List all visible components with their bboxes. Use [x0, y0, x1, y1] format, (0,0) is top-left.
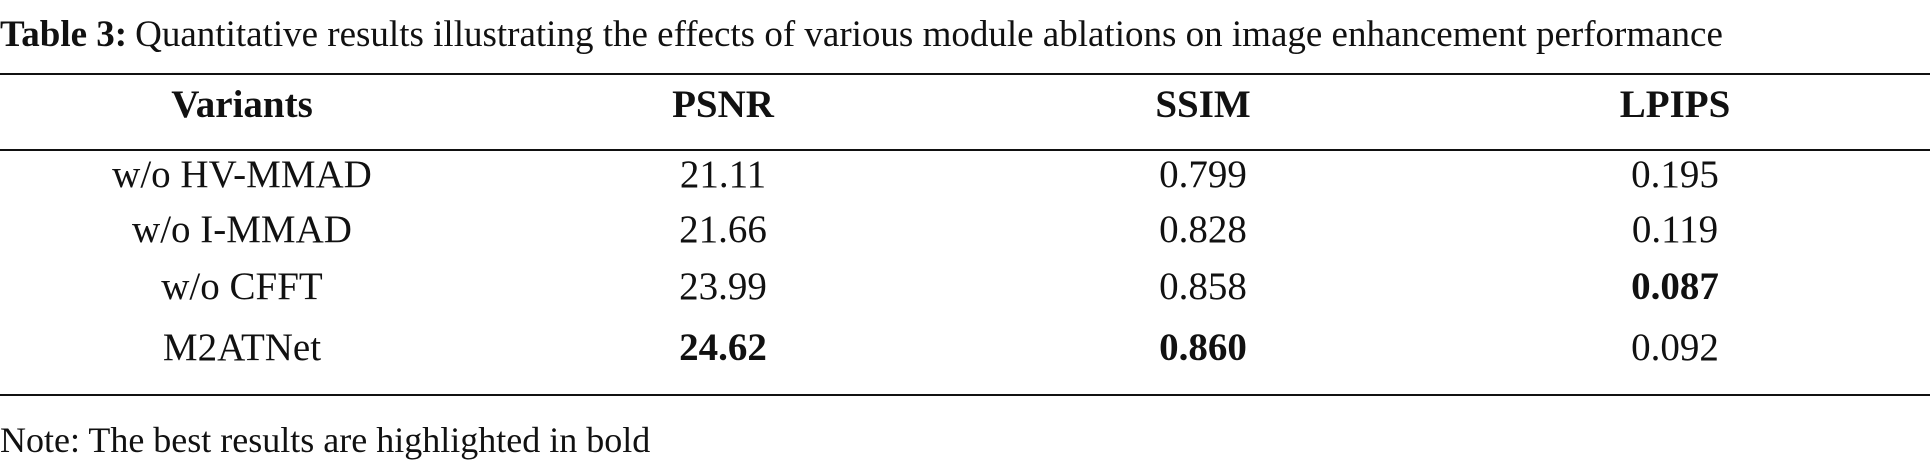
table-cell: 0.087: [1631, 265, 1719, 308]
table-note: Note: The best results are highlighted i…: [0, 420, 650, 460]
table-cell: 0.828: [1159, 208, 1247, 251]
table-cell: 0.799: [1159, 153, 1247, 196]
caption-text: Quantitative results illustrating the ef…: [135, 14, 1723, 55]
row-label: M2ATNet: [163, 326, 321, 369]
table-cell: 0.860: [1159, 326, 1247, 369]
table-cell: 0.119: [1632, 208, 1718, 251]
caption: Table 3: Quantitative results illustratin…: [0, 14, 1723, 55]
row-label: w/o I-MMAD: [132, 208, 352, 251]
table-cell: 21.66: [679, 208, 767, 251]
table-cell: 21.11: [680, 153, 766, 196]
table-cell: 0.195: [1631, 153, 1719, 196]
table-cell: 24.62: [679, 326, 767, 369]
row-label: w/o HV-MMAD: [112, 153, 372, 196]
header-cell: PSNR: [672, 83, 775, 126]
table-cell: 0.858: [1159, 265, 1247, 308]
table-cell: 0.092: [1631, 326, 1719, 369]
row-label: w/o CFFT: [161, 265, 323, 308]
caption-label: Table 3:: [0, 14, 127, 55]
table-cell: 23.99: [679, 265, 767, 308]
header-cell: SSIM: [1155, 83, 1250, 126]
header-cell: Variants: [171, 83, 313, 126]
header-cell: LPIPS: [1620, 83, 1731, 126]
